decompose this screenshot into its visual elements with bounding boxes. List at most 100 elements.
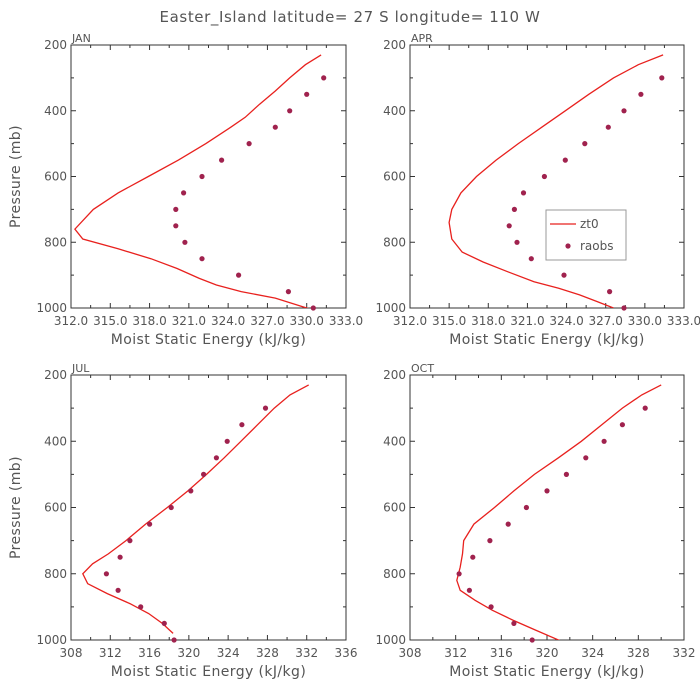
x-tick-label: 324.0 bbox=[549, 314, 583, 328]
x-tick-label: 316 bbox=[138, 646, 161, 660]
y-tick-label: 1000 bbox=[36, 633, 67, 647]
x-tick-label: 312 bbox=[99, 646, 122, 660]
x-tick-label: 312.0 bbox=[393, 314, 427, 328]
data-point-raobs bbox=[621, 108, 627, 114]
x-tick-label: 327.0 bbox=[589, 314, 623, 328]
x-axis-label: Moist Static Energy (kJ/kg) bbox=[111, 332, 306, 348]
data-point-raobs bbox=[287, 108, 293, 114]
legend: zt0 raobs bbox=[545, 209, 627, 261]
x-tick-label: 308 bbox=[60, 646, 83, 660]
data-point-raobs bbox=[562, 157, 568, 163]
y-tick-label: 800 bbox=[383, 567, 406, 581]
data-point-raobs bbox=[201, 471, 207, 477]
data-point-raobs bbox=[561, 272, 567, 278]
y-tick-label: 200 bbox=[383, 368, 406, 382]
data-point-raobs bbox=[470, 554, 476, 560]
data-point-raobs bbox=[563, 471, 570, 477]
series-line-zt0 bbox=[456, 384, 662, 640]
y-tick-label: 600 bbox=[44, 170, 67, 184]
x-tick-label: 318.0 bbox=[471, 314, 505, 328]
y-tick-label: 800 bbox=[383, 235, 406, 249]
data-point-raobs bbox=[138, 604, 144, 610]
data-point-raobs bbox=[246, 141, 252, 147]
data-point-raobs bbox=[487, 538, 493, 544]
x-tick-label: 324.0 bbox=[211, 314, 245, 328]
x-tick-label: 330.0 bbox=[290, 314, 324, 328]
data-point-raobs bbox=[466, 587, 472, 593]
data-point-raobs bbox=[117, 554, 123, 560]
x-tick-label: 312.0 bbox=[54, 314, 88, 328]
data-point-raobs bbox=[161, 620, 167, 627]
data-point-raobs bbox=[181, 190, 187, 196]
data-point-raobs bbox=[505, 521, 511, 527]
y-tick-label: 200 bbox=[383, 38, 406, 52]
data-point-raobs bbox=[236, 272, 242, 278]
y-tick-label: 200 bbox=[44, 38, 67, 52]
x-tick-label: 320 bbox=[177, 646, 200, 660]
x-tick-label: 336 bbox=[335, 646, 358, 660]
data-point-raobs bbox=[659, 75, 665, 81]
data-point-raobs bbox=[182, 239, 188, 245]
plot-frame bbox=[70, 374, 347, 641]
y-tick-label: 1000 bbox=[36, 301, 67, 315]
data-point-raobs bbox=[199, 256, 205, 262]
y-tick-label: 400 bbox=[383, 104, 406, 118]
x-tick-label: 333.0 bbox=[667, 314, 700, 328]
data-point-raobs bbox=[321, 75, 327, 81]
y-axis-label: Pressure (mb) bbox=[8, 125, 24, 228]
panel-jan: JAN 312.0 315.0 318.0 321.0 324.0 327.0 330.0 33… bbox=[8, 32, 363, 348]
y-axis-label: Pressure (mb) bbox=[8, 456, 24, 559]
data-point-raobs bbox=[213, 455, 219, 461]
data-point-raobs bbox=[605, 124, 611, 130]
figure-title: Easter_Island latitude= 27 S longitude= … bbox=[160, 8, 541, 27]
plot-frame bbox=[409, 374, 685, 641]
panel-title: JUL bbox=[71, 362, 90, 375]
data-point-raobs bbox=[173, 223, 179, 229]
legend-label: zt0 bbox=[580, 217, 599, 231]
data-point-raobs bbox=[115, 587, 121, 593]
data-point-raobs bbox=[199, 173, 205, 180]
data-point-raobs bbox=[506, 223, 512, 229]
x-tick-label: 332 bbox=[673, 646, 696, 660]
data-point-raobs bbox=[544, 488, 550, 494]
y-tick-label: 600 bbox=[44, 501, 67, 515]
panel-jul: JUL 308 312 316 320 324 328 332 336 200 400 600 800 1… bbox=[8, 362, 357, 680]
legend-label: raobs bbox=[580, 239, 614, 253]
x-tick-label: 318.0 bbox=[132, 314, 166, 328]
data-point-raobs bbox=[488, 604, 494, 610]
x-tick-label: 321.0 bbox=[510, 314, 544, 328]
plot-frame bbox=[70, 44, 347, 309]
x-axis-label: Moist Static Energy (kJ/kg) bbox=[449, 664, 644, 680]
data-point-raobs bbox=[511, 206, 517, 212]
panel-apr: APR 312.0 315.0 318.0 321.0 324.0 327.0 330.0 33… bbox=[375, 32, 700, 348]
x-tick-label: 321.0 bbox=[172, 314, 206, 328]
legend-box bbox=[545, 209, 627, 261]
y-tick-label: 800 bbox=[44, 235, 67, 249]
y-tick-label: 400 bbox=[44, 104, 67, 118]
x-tick-label: 333.0 bbox=[329, 314, 363, 328]
x-tick-label: 332 bbox=[295, 646, 318, 660]
panel-title: OCT bbox=[411, 362, 434, 375]
data-point-raobs bbox=[219, 157, 225, 163]
data-point-raobs bbox=[224, 438, 230, 444]
panel-title: JAN bbox=[71, 32, 91, 45]
data-point-raobs bbox=[642, 405, 648, 411]
data-point-raobs bbox=[514, 239, 520, 245]
data-point-raobs bbox=[168, 504, 174, 511]
y-tick-label: 600 bbox=[383, 170, 406, 184]
x-tick-label: 327.0 bbox=[250, 314, 284, 328]
x-axis-label: Moist Static Energy (kJ/kg) bbox=[449, 332, 644, 348]
y-tick-label: 200 bbox=[44, 368, 67, 382]
x-tick-label: 308 bbox=[399, 646, 422, 660]
x-tick-label: 328 bbox=[627, 646, 650, 660]
x-tick-label: 320 bbox=[536, 646, 559, 660]
data-point-raobs bbox=[619, 422, 626, 428]
data-point-raobs bbox=[262, 405, 269, 411]
data-point-raobs bbox=[272, 124, 278, 130]
y-tick-label: 400 bbox=[44, 434, 67, 448]
data-point-raobs bbox=[601, 438, 607, 444]
x-tick-label: 315.0 bbox=[432, 314, 466, 328]
y-tick-label: 1000 bbox=[375, 301, 406, 315]
data-point-raobs bbox=[523, 504, 530, 511]
